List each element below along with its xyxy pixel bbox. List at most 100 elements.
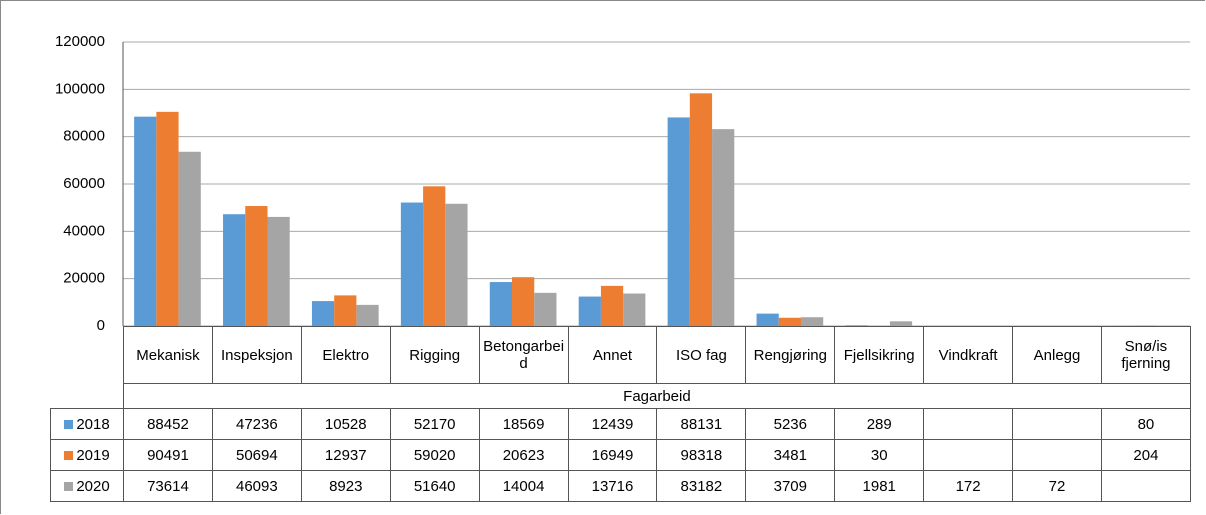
blank-cell bbox=[51, 327, 124, 384]
x-tick-label: Mekanisk bbox=[123, 326, 213, 384]
data-cell: 88452 bbox=[123, 408, 213, 440]
blank-cell bbox=[50, 383, 124, 409]
data-cell bbox=[1012, 439, 1102, 471]
data-cell: 52170 bbox=[389, 408, 480, 440]
y-tick-label: 100000 bbox=[55, 80, 105, 97]
data-cell: 98318 bbox=[656, 439, 747, 471]
bar bbox=[223, 214, 246, 326]
bar bbox=[578, 296, 601, 326]
bar bbox=[489, 282, 513, 326]
x-tick-label: Fjellsikring bbox=[834, 326, 925, 384]
data-cell: 73614 bbox=[123, 470, 213, 502]
bar bbox=[423, 186, 446, 326]
series-row: 2020 73614 46093 8923 51640 14004 13716 83182 37… bbox=[50, 470, 1191, 502]
legend-entry: 2018 bbox=[50, 408, 124, 440]
legend-swatch bbox=[64, 481, 74, 491]
bar bbox=[400, 202, 424, 326]
axis-title-row: Fagarbeid bbox=[50, 383, 1191, 409]
data-cell: 12937 bbox=[300, 439, 391, 471]
bar bbox=[889, 321, 913, 326]
bar bbox=[356, 304, 379, 326]
y-tick-label: 60000 bbox=[63, 175, 105, 192]
data-cell: 51640 bbox=[389, 470, 480, 502]
x-tick-label: Snø/is fjerning bbox=[1100, 326, 1191, 384]
data-cell: 172 bbox=[923, 470, 1014, 502]
legend-label: 2020 bbox=[76, 477, 110, 495]
bar bbox=[245, 206, 268, 326]
bar bbox=[800, 317, 824, 326]
x-tick-label: ISO fag bbox=[656, 326, 747, 384]
bar bbox=[600, 285, 624, 326]
legend-swatch bbox=[64, 450, 74, 460]
y-tick-label: 120000 bbox=[55, 33, 105, 50]
data-cell: 13716 bbox=[567, 470, 658, 502]
plot: 0 20000 40000 60000 80000 100000 120000 bbox=[55, 33, 1190, 330]
bar bbox=[667, 117, 690, 326]
data-cell: 88131 bbox=[656, 408, 747, 440]
data-cell: 30 bbox=[834, 439, 925, 471]
data-cell: 80 bbox=[1100, 408, 1191, 440]
x-tick-label: Annet bbox=[567, 326, 658, 384]
series-row: 2019 90491 50694 12937 59020 20623 16949 98318 3… bbox=[50, 439, 1191, 471]
data-cell: 47236 bbox=[211, 408, 302, 440]
data-cell: 16949 bbox=[567, 439, 658, 471]
bar bbox=[311, 301, 335, 326]
data-cell bbox=[1012, 408, 1102, 440]
legend-entry: 2020 bbox=[50, 470, 124, 502]
x-axis-title: Fagarbeid bbox=[123, 383, 1191, 409]
bar bbox=[134, 116, 157, 326]
x-tick-label: Vindkraft bbox=[923, 326, 1014, 384]
data-cell: 3709 bbox=[745, 470, 836, 502]
data-cell: 18569 bbox=[478, 408, 569, 440]
bar bbox=[156, 111, 179, 326]
data-cell: 10528 bbox=[300, 408, 391, 440]
x-tick-label: Betongarbeid bbox=[478, 326, 569, 384]
bar bbox=[712, 129, 735, 326]
data-cell: 20623 bbox=[478, 439, 569, 471]
bar bbox=[334, 295, 357, 326]
data-cell: 3481 bbox=[745, 439, 836, 471]
bar bbox=[512, 277, 535, 326]
legend-swatch bbox=[64, 419, 74, 429]
y-tick-label: 0 bbox=[97, 317, 105, 330]
data-cell: 8923 bbox=[300, 470, 391, 502]
category-row: Mekanisk Inspeksjon Elektro Rigging Betongar… bbox=[51, 326, 1191, 384]
x-tick-label: Anlegg bbox=[1012, 326, 1102, 384]
data-cell: 5236 bbox=[745, 408, 836, 440]
data-cell bbox=[923, 439, 1014, 471]
legend-entry: 2019 bbox=[50, 439, 124, 471]
x-tick-label: Inspeksjon bbox=[211, 326, 302, 384]
bar bbox=[267, 216, 290, 326]
data-cell: 14004 bbox=[478, 470, 569, 502]
data-cell: 204 bbox=[1100, 439, 1191, 471]
data-cell bbox=[923, 408, 1014, 440]
bar bbox=[623, 293, 646, 326]
data-cell: 12439 bbox=[567, 408, 658, 440]
legend-label: 2018 bbox=[76, 415, 110, 433]
legend-label: 2019 bbox=[76, 446, 110, 464]
bar bbox=[534, 292, 557, 326]
bar bbox=[445, 203, 468, 326]
x-tick-label: Rigging bbox=[389, 326, 480, 384]
data-cell: 46093 bbox=[211, 470, 302, 502]
x-tick-label: Rengjøring bbox=[745, 326, 836, 384]
bar bbox=[845, 325, 868, 326]
data-cell: 83182 bbox=[656, 470, 747, 502]
bar bbox=[689, 93, 713, 327]
y-tick-label: 40000 bbox=[63, 222, 105, 239]
y-tick-label: 80000 bbox=[63, 128, 105, 145]
bar bbox=[778, 317, 801, 326]
data-cell: 72 bbox=[1012, 470, 1102, 502]
y-tick-label: 20000 bbox=[63, 270, 105, 287]
data-cell bbox=[1100, 470, 1191, 502]
series-row: 2018 88452 47236 10528 52170 18569 12439 88131 5… bbox=[50, 408, 1191, 440]
data-cell: 1981 bbox=[834, 470, 925, 502]
bar bbox=[756, 313, 779, 326]
data-cell: 289 bbox=[834, 408, 925, 440]
x-tick-label: Elektro bbox=[300, 326, 391, 384]
data-cell: 90491 bbox=[123, 439, 213, 471]
data-cell: 59020 bbox=[389, 439, 480, 471]
bar bbox=[178, 151, 201, 326]
